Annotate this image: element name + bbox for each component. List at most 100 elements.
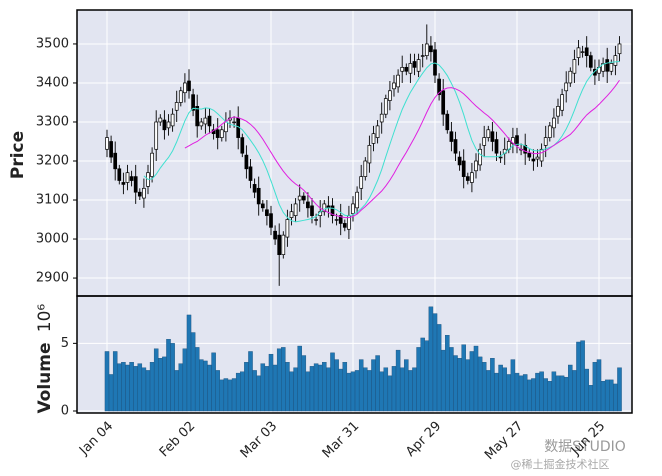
candle-body xyxy=(154,121,159,150)
candle-body xyxy=(125,172,130,183)
volume-bar xyxy=(186,314,192,412)
candle-body xyxy=(121,182,126,185)
candle-body xyxy=(584,47,589,57)
candle-body xyxy=(117,168,122,181)
candle-body xyxy=(605,59,610,72)
candle-body xyxy=(474,160,478,172)
volume-bar xyxy=(215,370,220,412)
volume-bar xyxy=(297,345,302,412)
volume-bar xyxy=(133,366,138,412)
volume-bar xyxy=(613,383,618,412)
volume-bar xyxy=(559,375,565,412)
volume-bar xyxy=(104,351,110,412)
candle-body xyxy=(580,51,585,53)
candle-body xyxy=(355,191,359,209)
watermark-source: @稀土掘金技术社区 xyxy=(511,457,610,471)
candle-body xyxy=(162,119,167,131)
x-tick-label: Mar 31 xyxy=(320,419,363,462)
volume-bar xyxy=(117,363,122,412)
volume-bar xyxy=(600,381,606,412)
volume-bar xyxy=(563,376,569,412)
candle-body xyxy=(244,154,249,170)
candle-body xyxy=(265,209,269,216)
candle-body xyxy=(613,55,618,66)
x-tick-label: Mar 03 xyxy=(238,419,281,462)
y-tick-label: 3100 xyxy=(36,193,69,208)
x-tick-label: Apr 29 xyxy=(403,419,444,460)
volume-bar xyxy=(609,379,614,412)
volume-bar xyxy=(387,375,393,412)
candle-body xyxy=(498,156,503,159)
candle-body xyxy=(494,139,499,154)
volume-bar xyxy=(469,351,475,412)
volume-bar xyxy=(617,367,622,412)
volume-bar xyxy=(174,370,179,412)
y-axis-label: Price xyxy=(8,131,28,179)
volume-bar xyxy=(293,367,298,412)
volume-bar xyxy=(342,362,348,412)
candle-body xyxy=(371,133,376,144)
watermark: 数据STUDIO xyxy=(544,439,626,455)
candle-body xyxy=(576,47,581,58)
candle-body xyxy=(351,203,355,215)
candle-body xyxy=(568,70,573,84)
candle-body xyxy=(310,205,314,216)
volume-bar xyxy=(322,362,327,412)
volume-bar xyxy=(309,366,315,412)
volume-axis-label: Volume xyxy=(35,342,55,413)
candle-body xyxy=(301,195,306,201)
volume-bar xyxy=(264,366,270,412)
candle-body xyxy=(388,90,392,101)
volume-bar xyxy=(112,351,118,412)
candle-body xyxy=(572,59,577,74)
volume-bar xyxy=(162,356,167,412)
y-tick-label: 3200 xyxy=(36,153,69,168)
candle-body xyxy=(150,152,154,177)
candle-body xyxy=(404,67,409,72)
candle-body xyxy=(449,131,454,142)
volume-bar xyxy=(588,385,594,412)
candle-body xyxy=(588,55,593,68)
volume-bar xyxy=(461,344,466,412)
volume-bar xyxy=(194,347,200,412)
candle-body xyxy=(601,63,605,72)
candle-body xyxy=(547,125,552,138)
volume-bar xyxy=(375,355,380,412)
candle-body xyxy=(109,141,113,158)
y-tick-label: 3300 xyxy=(36,114,69,129)
candle-body xyxy=(617,43,622,55)
volume-bar xyxy=(256,375,261,412)
candle-body xyxy=(392,82,396,90)
volume-bar xyxy=(235,372,241,412)
volume-bar xyxy=(260,363,266,412)
y-tick-label: 2900 xyxy=(36,271,69,286)
candle-body xyxy=(273,230,277,240)
volume-bar xyxy=(276,348,282,412)
volume-bar xyxy=(453,355,458,412)
candle-body xyxy=(470,172,474,183)
candle-body xyxy=(531,158,536,162)
x-tick-label: Jan 04 xyxy=(76,419,116,459)
candle-body xyxy=(256,187,261,205)
candle-body xyxy=(482,137,487,146)
candle-body xyxy=(400,67,405,72)
volume-bar xyxy=(252,370,257,412)
volume-bar xyxy=(379,371,384,412)
volume-bar xyxy=(223,378,229,412)
candle-body xyxy=(113,152,118,170)
volume-bar xyxy=(121,362,126,412)
candle-body xyxy=(330,205,335,216)
volume-bar xyxy=(555,375,561,412)
candle-body xyxy=(461,160,466,177)
volume-bar xyxy=(580,340,585,412)
volume-bar xyxy=(506,374,512,412)
volume-bar xyxy=(543,378,548,412)
candle-body xyxy=(375,125,380,138)
volume-bar xyxy=(358,359,364,412)
volume-bar xyxy=(248,351,253,412)
volume-bar xyxy=(211,352,216,412)
candle-body xyxy=(187,80,191,92)
candle-body xyxy=(203,117,208,125)
volume-bar xyxy=(404,359,409,412)
